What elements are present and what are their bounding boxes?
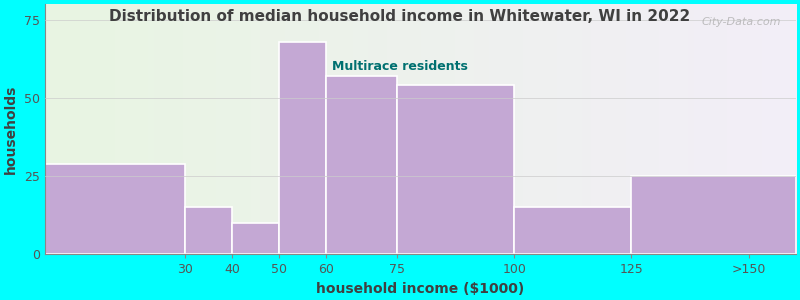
Bar (232, 223, 279, 254)
Text: Multirace residents: Multirace residents (332, 60, 468, 73)
Bar (326, 76, 397, 254)
Bar (631, 176, 796, 254)
Bar (279, 42, 326, 254)
Y-axis label: households: households (4, 85, 18, 174)
X-axis label: household income ($1000): household income ($1000) (316, 282, 524, 296)
Bar (514, 207, 631, 254)
Text: Distribution of median household income in Whitewater, WI in 2022: Distribution of median household income … (110, 9, 690, 24)
Bar (397, 85, 514, 254)
Bar (186, 207, 232, 254)
Bar (45, 164, 186, 254)
Text: City-Data.com: City-Data.com (702, 17, 781, 27)
